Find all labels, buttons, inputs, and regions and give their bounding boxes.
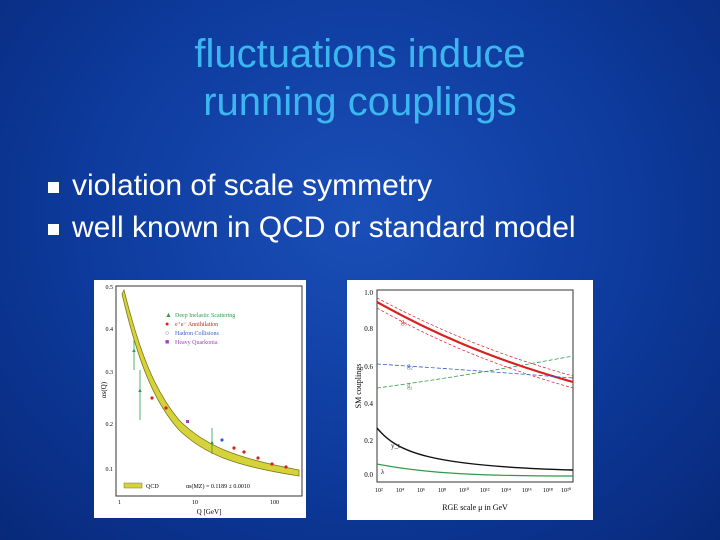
alpha-s-plot: 0.5 0.4 0.3 0.2 0.1 1 10 100 αs(Q) Q [Ge… (100, 285, 303, 516)
g1-curve (376, 355, 574, 389)
plot-frame (376, 289, 574, 483)
x-tick-label: 10⁶ (417, 488, 425, 494)
x-axis-label: RGE scale μ in GeV (442, 503, 508, 512)
x-tick-label: 10²⁰ (561, 487, 572, 494)
legend-marker-open-circle: ○ (165, 330, 169, 337)
legend-label: e⁺e⁻ Annihilation (175, 321, 218, 328)
square-bullet-icon (48, 182, 59, 193)
y-tick-label: 0.4 (364, 400, 373, 408)
fit-result-label: αs(MZ) = 0.1189 ± 0.0010 (186, 483, 250, 490)
x-tick-label: 100 (270, 500, 279, 506)
y-tick-label: 0.0 (364, 471, 373, 479)
x-tick-label: 10¹⁶ (522, 488, 532, 494)
qcd-band (121, 288, 300, 477)
x-tick-label: 10¹² (480, 488, 490, 494)
g3-curve (376, 301, 574, 384)
measurement-points: ▲ ▲ ▲ (131, 340, 288, 469)
curve-label: g₃ (401, 318, 408, 326)
title-line-2: running couplings (203, 80, 517, 124)
legend-marker-square: ■ (165, 339, 169, 346)
y-tick-label: 0.4 (106, 327, 114, 333)
curve-label: g₂ (407, 362, 414, 370)
y-tick-label: 1.0 (364, 289, 373, 297)
legend-marker-triangle: ▲ (165, 312, 172, 319)
sm-couplings-figure: 1.0 0.8 0.6 0.4 0.2 0.0 10² 10⁴ 10⁶ 10⁸ … (347, 280, 593, 520)
legend-marker-circle: ● (165, 321, 169, 328)
slide-title: fluctuations induce running couplings (0, 30, 720, 126)
svg-text:▲: ▲ (209, 440, 215, 446)
sm-couplings-plot: 1.0 0.8 0.6 0.4 0.2 0.0 10² 10⁴ 10⁶ 10⁸ … (354, 289, 574, 512)
curve-label: g₁ (407, 382, 413, 390)
y-axis-label: SM couplings (354, 364, 363, 409)
legend-label: Heavy Quarkonia (175, 340, 218, 346)
y-tick-label: 0.6 (364, 363, 373, 371)
bullet-text: well known in QCD or standard model (72, 211, 576, 244)
bullet-text: violation of scale symmetry (72, 169, 433, 202)
y-tick-label: 0.2 (106, 422, 114, 428)
x-tick-label: 10⁴ (396, 488, 404, 494)
legend-label: Deep Inelastic Scattering (175, 313, 235, 319)
y-tick-label: 0.3 (106, 370, 114, 376)
y-tick-label: 0.5 (106, 285, 114, 291)
yt-curve (376, 427, 574, 471)
plot-frame (115, 285, 303, 497)
title-line-1: fluctuations induce (194, 32, 526, 76)
x-tick-label: 1 (118, 500, 121, 506)
x-tick-label: 10¹⁴ (501, 488, 511, 494)
square-bullet-icon (48, 224, 59, 235)
y-axis-label: αs(Q) (100, 381, 108, 398)
curve-label: y_t (391, 442, 400, 450)
y-tick-label: 0.1 (106, 467, 114, 473)
legend: ▲ Deep Inelastic Scattering ● e⁺e⁻ Annih… (165, 312, 235, 346)
x-ticks: 10² 10⁴ 10⁶ 10⁸ 10¹⁰ 10¹² 10¹⁴ 10¹⁶ 10¹⁸… (375, 487, 572, 494)
svg-text:▲: ▲ (131, 348, 137, 354)
curve-label: λ (381, 468, 385, 476)
band-legend-label: QCD (146, 484, 159, 490)
x-tick-label: 10¹⁸ (543, 488, 553, 494)
x-tick-label: 10 (192, 500, 198, 506)
g3-band-upper (376, 297, 574, 377)
lambda-curve (376, 463, 574, 477)
y-tick-label: 0.8 (364, 325, 373, 333)
y-tick-label: 0.2 (364, 437, 373, 445)
x-tick-label: 10¹⁰ (459, 487, 470, 494)
g2-curve (376, 363, 574, 379)
alpha-s-figure: 0.5 0.4 0.3 0.2 0.1 1 10 100 αs(Q) Q [Ge… (94, 280, 306, 518)
legend-label: Hadron Collisions (175, 331, 219, 337)
g3-band-lower (376, 307, 574, 389)
x-tick-label: 10⁸ (438, 488, 446, 494)
svg-text:▲: ▲ (137, 388, 143, 394)
x-axis-label: Q [GeV] (197, 508, 222, 516)
x-tick-label: 10² (375, 488, 383, 494)
band-legend-swatch (123, 482, 143, 489)
